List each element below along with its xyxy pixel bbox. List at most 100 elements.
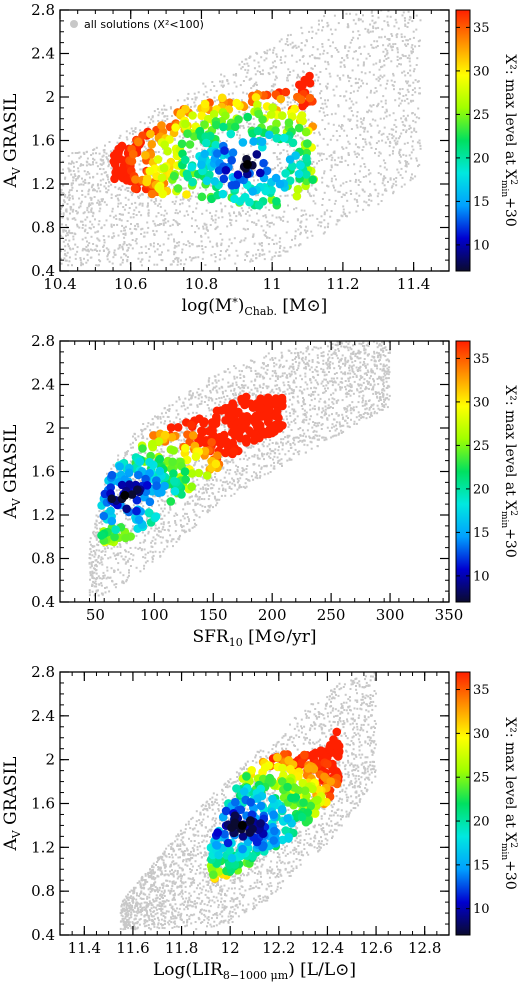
solution-point xyxy=(300,75,310,85)
colorbar-tick-label: 30 xyxy=(473,395,490,410)
solution-point xyxy=(260,763,270,772)
solution-point xyxy=(219,122,228,132)
y-tick-label: 2.8 xyxy=(31,1,55,19)
solution-point xyxy=(247,766,256,775)
solution-point xyxy=(143,481,152,490)
solution-point xyxy=(213,451,222,460)
y-axis-title: AV GRASIL xyxy=(1,425,23,520)
solution-point xyxy=(130,184,140,193)
solution-point xyxy=(117,480,127,490)
solution-point xyxy=(106,483,115,492)
solution-point xyxy=(214,166,224,175)
solution-point xyxy=(187,482,196,492)
solution-point xyxy=(275,179,285,189)
solution-point xyxy=(303,808,313,817)
y-tick-label: 2.4 xyxy=(31,376,55,394)
colorbar-tick-label: 15 xyxy=(473,858,490,873)
solution-point xyxy=(197,192,207,202)
solution-point xyxy=(225,98,234,107)
solution-point xyxy=(212,415,221,425)
solution-point xyxy=(272,119,281,128)
solution-point xyxy=(256,819,265,828)
solution-point xyxy=(287,793,296,803)
x-tick-label: 12.8 xyxy=(408,939,441,957)
solution-point xyxy=(166,423,176,432)
y-tick-label: 2.4 xyxy=(31,45,55,63)
colorbar-tick-label: 35 xyxy=(473,683,490,698)
solution-point xyxy=(252,837,262,847)
colorbar-tick-label: 10 xyxy=(473,902,490,917)
solution-point xyxy=(268,794,277,804)
solution-point xyxy=(277,393,287,403)
y-tick-label: 0.4 xyxy=(31,262,55,280)
solution-point xyxy=(145,497,155,507)
solution-point xyxy=(230,818,240,828)
solution-point xyxy=(223,838,233,848)
solution-point xyxy=(211,459,221,469)
y-tick-label: 1.2 xyxy=(31,175,55,193)
solution-point xyxy=(169,469,178,478)
solution-point xyxy=(147,189,157,199)
solution-point xyxy=(268,103,278,112)
solution-point xyxy=(292,191,302,201)
solution-point xyxy=(308,784,317,794)
solution-point xyxy=(187,420,196,430)
solution-point xyxy=(147,140,157,149)
solution-point xyxy=(303,764,313,773)
solution-point xyxy=(187,469,197,478)
colorbar-tick-label: 25 xyxy=(473,108,490,123)
solution-point xyxy=(173,423,183,432)
solution-point xyxy=(183,129,192,138)
solution-point xyxy=(188,177,197,187)
solution-point xyxy=(160,430,170,440)
solution-point xyxy=(177,490,186,499)
solution-point xyxy=(297,758,307,767)
solution-point xyxy=(200,149,209,159)
colorbar-tick-label: 25 xyxy=(473,439,490,454)
y-tick-label: 2 xyxy=(45,88,55,106)
x-tick-label: 100 xyxy=(140,606,169,624)
solution-point xyxy=(283,814,292,823)
y-tick-label: 0.8 xyxy=(31,219,55,237)
colorbar-tick-label: 30 xyxy=(473,727,490,742)
solution-point xyxy=(163,146,172,156)
solution-point xyxy=(229,447,239,456)
solution-point xyxy=(237,394,247,404)
solution-point xyxy=(211,140,220,150)
solution-point xyxy=(182,190,191,199)
solution-point xyxy=(155,454,165,464)
solution-point xyxy=(248,187,257,196)
solution-point xyxy=(154,183,163,192)
x-tick-label: 10.6 xyxy=(114,275,147,293)
best-fit-point xyxy=(242,159,252,169)
solution-point xyxy=(220,146,229,155)
solution-point xyxy=(323,759,332,769)
solution-point xyxy=(269,810,278,819)
colorbar-tick-label: 10 xyxy=(473,238,490,253)
colorbar: 10 15 20 25 30 35 X²: max level at X2min+30 xyxy=(455,9,518,272)
solution-point xyxy=(231,797,240,807)
solution-point xyxy=(141,151,150,160)
solution-point xyxy=(152,481,161,491)
solution-point xyxy=(202,471,212,480)
solution-point xyxy=(154,488,164,497)
solution-point xyxy=(177,139,187,149)
colorbar: 10 15 20 25 30 35 X²: max level at X2min+30 xyxy=(455,340,518,603)
solution-point xyxy=(122,504,131,514)
y-tick-label: 0.4 xyxy=(31,593,55,611)
solution-point xyxy=(303,139,312,148)
colorbar-tick-label: 15 xyxy=(473,526,490,541)
colorbar-tick-label: 25 xyxy=(473,771,490,786)
y-tick-label: 1.2 xyxy=(31,838,55,856)
solution-point xyxy=(277,777,287,786)
solution-point xyxy=(138,444,147,453)
solution-point xyxy=(298,116,307,126)
solution-point xyxy=(270,826,279,836)
solution-point xyxy=(214,850,223,860)
solution-point xyxy=(235,433,245,443)
solution-point xyxy=(169,171,179,181)
y-tick-label: 2.8 xyxy=(31,663,55,681)
solution-point xyxy=(127,156,137,166)
solution-point xyxy=(107,494,117,504)
solution-point xyxy=(97,531,106,540)
